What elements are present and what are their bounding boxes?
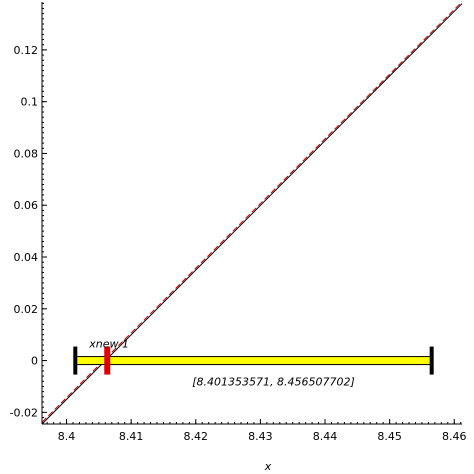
x-tick-label: 8.42 bbox=[184, 430, 209, 443]
x-tick-label: 8.41 bbox=[119, 430, 144, 443]
y-tick-label: -0.02 bbox=[10, 406, 38, 419]
interval-bar-group: [8.401353571, 8.456507702] xnew 1 bbox=[73, 338, 434, 389]
interval-label: [8.401353571, 8.456507702] bbox=[192, 376, 355, 389]
series-lines bbox=[41, 1, 463, 425]
y-tick-label: 0.06 bbox=[14, 199, 39, 212]
x-tick-label: 8.46 bbox=[442, 430, 467, 443]
x-tick-label: 8.4 bbox=[58, 430, 76, 443]
y-tick-label: 0 bbox=[31, 355, 38, 368]
interval-right-end bbox=[429, 346, 434, 375]
xnew-marker bbox=[104, 346, 111, 375]
x-axis-label: x bbox=[264, 460, 272, 473]
series-line-1 bbox=[41, 3, 463, 425]
interval-bar bbox=[74, 356, 433, 366]
y-tick-label: 0.04 bbox=[14, 251, 39, 264]
axes bbox=[41, 2, 462, 425]
x-tick-label: 8.43 bbox=[248, 430, 273, 443]
y-tick-label: 0.1 bbox=[21, 96, 39, 109]
y-tick-label: 0.02 bbox=[14, 303, 39, 316]
x-tick-label: 8.45 bbox=[377, 430, 402, 443]
interval-left-end bbox=[73, 346, 78, 375]
x-tick-label: 8.44 bbox=[313, 430, 338, 443]
y-tick-label: 0.12 bbox=[14, 44, 39, 57]
xnew-label: xnew 1 bbox=[88, 338, 129, 351]
series-line-2 bbox=[41, 1, 463, 423]
y-tick-label: 0.08 bbox=[14, 147, 39, 160]
tick-labels: 8.4 8.41 8.42 8.43 8.44 8.45 8.46 -0.02 0 0.02 0.0… bbox=[10, 44, 467, 473]
